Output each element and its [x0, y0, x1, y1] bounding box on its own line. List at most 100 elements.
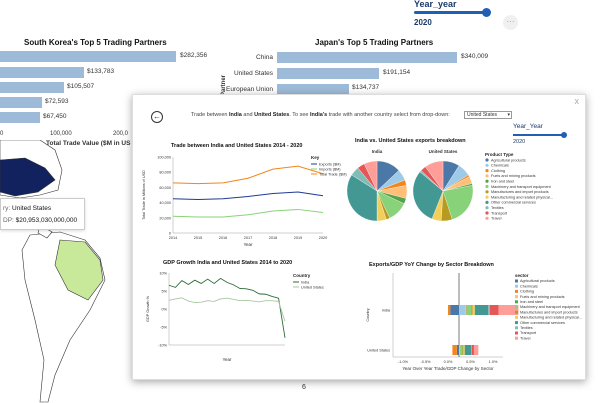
- pie-legend-label: Travel: [491, 217, 502, 221]
- korea-value-3: $105,507: [67, 83, 95, 90]
- close-icon[interactable]: x: [574, 96, 580, 106]
- korea-tick-0: 0: [0, 131, 4, 137]
- sector-x-tick: -1.0%: [398, 360, 409, 364]
- series-line-1: [172, 208, 324, 218]
- gdp-y-tick: -5%: [160, 326, 167, 330]
- sector-legend-title: sector: [515, 273, 529, 278]
- sector-bar-segment: [498, 305, 519, 315]
- back-arrow-icon[interactable]: ←: [151, 111, 163, 123]
- us-slice-5: [442, 185, 474, 220]
- india-slice-8: [346, 174, 378, 222]
- legend-label: Imports ($M): [319, 168, 341, 172]
- sector-bar-segment: [473, 345, 479, 355]
- sector-bar-segment: [459, 345, 460, 355]
- y-tick-label: 80,000: [159, 171, 171, 175]
- tooltip-key-1: ry:: [3, 205, 11, 212]
- pie-legend-swatch: [485, 190, 489, 194]
- x-tick-label: 2017: [244, 236, 252, 240]
- country-detail-modal: x ← Trade between India and United State…: [132, 94, 586, 380]
- korea-value-4: $72,593: [45, 98, 69, 105]
- japan-value-2: $191,154: [383, 69, 411, 76]
- gdp-line-0: [168, 277, 286, 338]
- japan-bar-3: [277, 84, 349, 95]
- sector-category-label: India: [382, 309, 391, 313]
- intro-country-3: India's: [309, 112, 328, 118]
- sector-legend-label: Machinery and transport equipment: [520, 305, 581, 309]
- korea-bar-4: [0, 97, 42, 108]
- pie-legend-swatch: [485, 179, 489, 183]
- sector-legend-swatch: [515, 300, 518, 304]
- modal-year-slider-track[interactable]: [513, 134, 565, 136]
- tooltip-key-2: DP:: [3, 217, 14, 224]
- map-tooltip: ry: United States DP: $20,953,030,000,00…: [0, 198, 85, 230]
- sector-bar-segment: [459, 305, 466, 315]
- legend-label: Total Trade ($M): [319, 173, 347, 177]
- trade-line-chart-title: Trade between India and United States 20…: [171, 143, 303, 149]
- sector-legend-label: Iron and steel: [520, 300, 543, 304]
- world-map[interactable]: [0, 140, 135, 403]
- y-tick-label: 40,000: [159, 201, 171, 205]
- sector-legend-label: Travel: [520, 336, 531, 340]
- x-tick-label: 2016: [219, 236, 227, 240]
- legend-label: Exports ($M): [319, 163, 341, 167]
- exports-pie-chart: India United States Product TypeAgricultur…: [346, 149, 553, 222]
- intro-country-2: United States: [254, 112, 290, 118]
- gdp-y-tick: 0%: [162, 308, 168, 312]
- sector-legend-swatch: [515, 321, 518, 325]
- pie-legend-swatch: [485, 200, 489, 204]
- pie-legend-label: Other commercial services: [491, 201, 536, 205]
- japan-category-1: China: [256, 54, 273, 61]
- japan-bar-2: [277, 68, 379, 79]
- sector-bar-segment: [462, 345, 464, 355]
- x-tick-label: 2019: [294, 236, 302, 240]
- sector-bar-segment: [464, 345, 472, 355]
- gdp-legend-label: United States: [301, 286, 324, 290]
- pie-legend-label: Textiles: [491, 206, 504, 210]
- sector-legend-swatch: [515, 331, 518, 335]
- united-states-region[interactable]: [0, 157, 56, 197]
- year-slider-track[interactable]: [414, 11, 488, 14]
- gdp-y-axis-label: GDP Growth %: [146, 295, 150, 322]
- us-slice-8: [412, 171, 444, 220]
- pie-legend-swatch: [485, 174, 489, 178]
- sector-bar-segment: [489, 305, 499, 315]
- sector-legend-label: Manufacturing and related physical...: [520, 316, 582, 320]
- korea-bar-1: [0, 51, 176, 62]
- sector-legend-swatch: [515, 336, 518, 340]
- korea-bar-2: [0, 67, 84, 78]
- x-axis-label: Year: [243, 242, 253, 247]
- sector-legend-label: Transport: [520, 331, 537, 335]
- gdp-line-1: [168, 297, 286, 322]
- background-bottom-label: 6: [302, 384, 306, 391]
- pie-legend-title: Product Type: [485, 152, 514, 157]
- us-slice-11: [425, 160, 444, 192]
- pie-chart-title: India vs. United States exports breakdow…: [355, 138, 466, 144]
- year-slider-value: 2020: [414, 18, 432, 27]
- sector-legend-swatch: [515, 279, 518, 283]
- y-tick-label: 60,000: [159, 186, 171, 190]
- y-axis-label: Total Trade in Millions of USD: [142, 170, 146, 220]
- japan-value-3: $134,737: [352, 84, 380, 91]
- gdp-legend-title: Country: [293, 273, 311, 278]
- country-select[interactable]: United States ▾: [464, 111, 512, 119]
- sector-bar-segment: [466, 305, 472, 315]
- sector-y-axis-label: Country: [366, 308, 370, 321]
- year-slider-title: Year_year: [414, 0, 457, 9]
- japan-chart-title: Japan's Top 5 Trading Partners: [315, 38, 434, 47]
- tooltip-value-2: $20,953,030,000,000: [15, 217, 78, 224]
- pie-legend-label: Manufactures and import products: [491, 190, 549, 194]
- sector-bar-segment: [488, 305, 490, 315]
- sector-chart-title: Exports/GDP YoY Change by Sector Breakdo…: [369, 262, 494, 268]
- pie-legend-swatch: [485, 163, 489, 167]
- modal-year-slider-handle[interactable]: [561, 132, 567, 138]
- series-line-2: [172, 165, 324, 185]
- pie-legend-swatch: [485, 216, 489, 220]
- more-options-button[interactable]: ···: [503, 15, 518, 30]
- gdp-x-axis-label: Year: [222, 357, 232, 362]
- x-tick-label: 2018: [269, 236, 277, 240]
- y-tick-label: 20,000: [159, 216, 171, 220]
- year-slider-handle[interactable]: [482, 8, 491, 17]
- brazil-region[interactable]: [54, 239, 104, 301]
- korea-bar-5: [0, 112, 40, 123]
- pie-legend-label: Fuels and mining products: [491, 174, 536, 178]
